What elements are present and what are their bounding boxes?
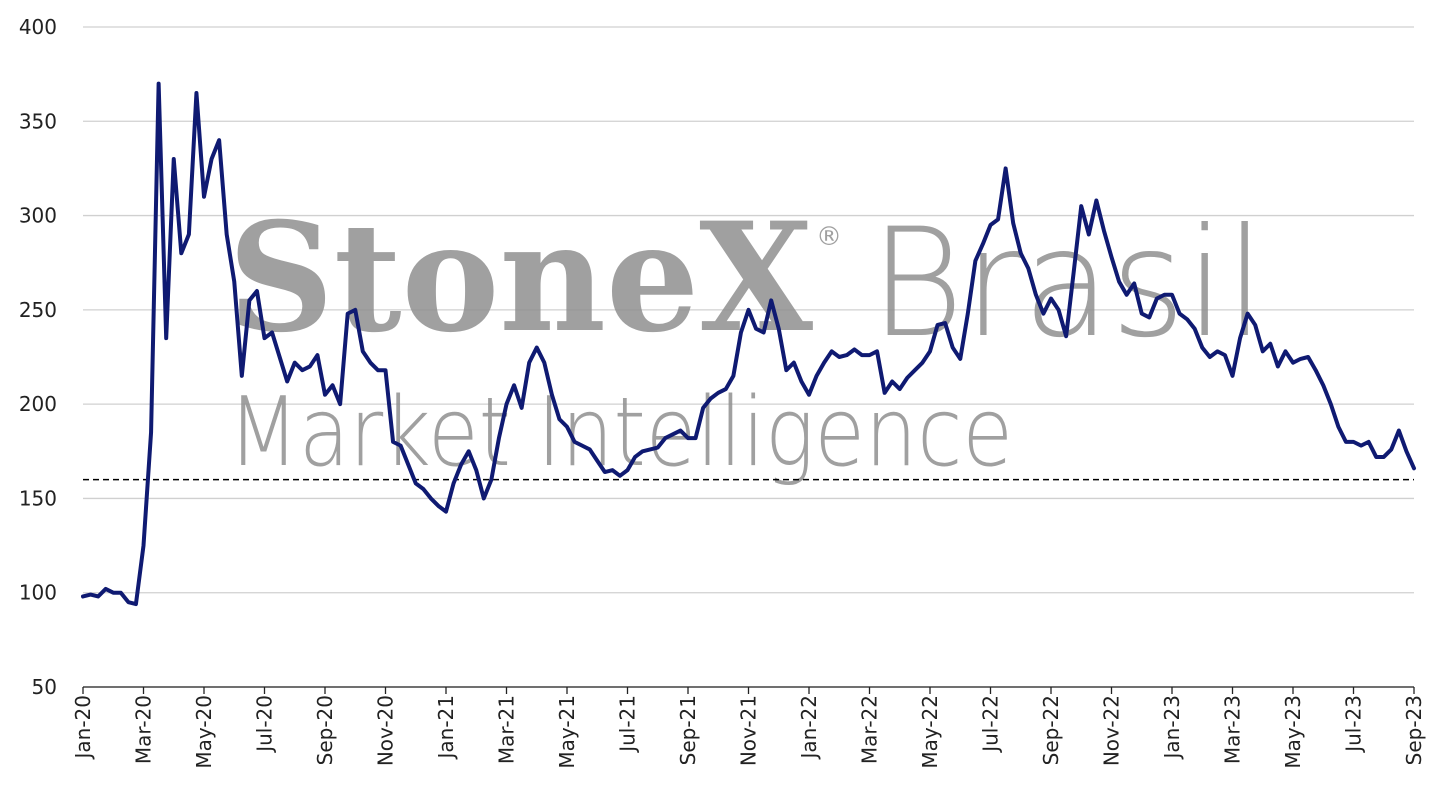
x-tick-label: Jul-21 [616,695,640,754]
watermark: StoneX ® Brasil Market Intelligence [228,190,1265,488]
y-tick-label: 300 [19,204,57,228]
x-tick-label: Sep-21 [676,695,700,765]
y-tick-label: 200 [19,392,57,416]
y-tick-label: 100 [19,581,57,605]
x-tick-label: Mar-20 [132,695,156,764]
x-tick-label: Jan-23 [1160,695,1184,761]
x-tick-label: Sep-23 [1402,695,1426,765]
y-tick-label: 50 [32,675,57,699]
line-series [81,81,1416,607]
y-tick-label: 400 [19,15,57,39]
x-tick-label: Jul-23 [1342,695,1366,754]
watermark-brand: StoneX [228,190,814,366]
watermark-tagline: Market Intelligence [228,378,1013,488]
x-tick-label: Jul-22 [979,695,1003,754]
x-tick-label: Mar-22 [858,695,882,764]
x-tick-label: Jan-22 [797,695,821,761]
watermark-registered: ® [816,222,842,252]
x-tick-label: May-21 [555,695,579,769]
x-tick-label: Sep-20 [313,695,337,765]
x-tick-label: Sep-22 [1039,695,1063,765]
x-tick-label: Nov-21 [737,695,761,766]
x-tick-label: Nov-20 [374,695,398,766]
x-tick-label: Nov-22 [1100,695,1124,766]
x-tick-label: Mar-23 [1221,695,1245,764]
watermark-region: Brasil [870,197,1265,371]
y-tick-label: 350 [19,109,57,133]
x-tick-label: Jan-20 [71,695,95,761]
x-tick-label: May-23 [1281,695,1305,769]
x-tick-label: Jan-21 [434,695,458,761]
x-tick-label: Jul-20 [253,695,277,754]
y-tick-label: 150 [19,486,57,510]
x-tick-label: Mar-21 [495,695,519,764]
x-tick-label: May-22 [918,695,942,769]
x-tick-label: May-20 [192,695,216,769]
y-tick-label: 250 [19,298,57,322]
